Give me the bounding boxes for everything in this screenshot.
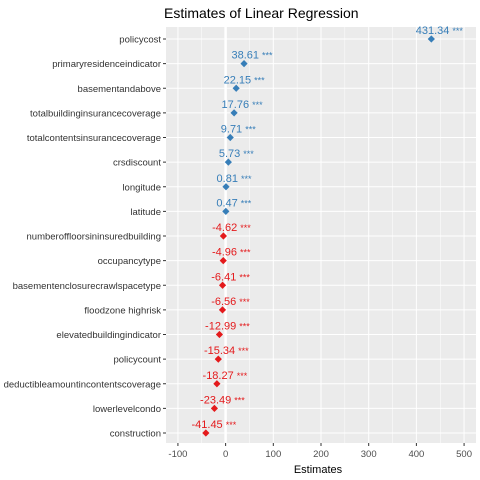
x-tick-label: 300 — [361, 449, 377, 460]
x-axis-title: Estimates — [294, 464, 343, 476]
estimate-point — [214, 355, 222, 363]
y-tick-label: primaryresidenceindicator — [52, 59, 161, 70]
chart-title: Estimates of Linear Regression — [164, 5, 359, 21]
y-tick-label: policycost — [119, 35, 161, 46]
estimate-value-label: -18.27 *** — [203, 370, 248, 382]
x-tick-label: 500 — [456, 449, 472, 460]
data-points — [202, 35, 435, 437]
estimate-point — [222, 183, 230, 191]
estimate-value-label: 0.47 *** — [216, 197, 251, 209]
y-axis-labels: policycost primaryresidenceindicator basem… — [4, 35, 162, 440]
y-tick-label: totalcontentsinsurancecoverage — [27, 133, 161, 144]
y-tick-label: latitude — [130, 207, 161, 218]
estimate-point — [218, 306, 227, 314]
estimate-value-label: 22.15 *** — [224, 74, 266, 86]
estimate-value-label: 17.76 *** — [222, 99, 264, 111]
estimate-point — [427, 35, 435, 43]
y-tick-label: policycount — [113, 355, 161, 366]
x-tick-label: 400 — [408, 449, 424, 460]
estimate-value-label: -12.99 *** — [205, 321, 250, 333]
estimate-point — [230, 109, 238, 117]
x-tick-label: 100 — [265, 449, 281, 460]
estimate-value-label: -4.96 *** — [212, 247, 251, 259]
estimate-point — [240, 60, 248, 68]
estimate-value-label: -6.41 *** — [211, 271, 250, 283]
y-tick-label: crsdiscount — [113, 158, 161, 169]
estimate-point — [218, 281, 227, 289]
x-tick-label: -100 — [168, 449, 187, 460]
estimate-value-label: -15.34 *** — [204, 345, 249, 357]
estimate-point — [219, 257, 227, 265]
y-tick-label: lowerlevelcondo — [93, 404, 161, 415]
estimate-point — [202, 429, 210, 437]
y-tick-label: deductibleamountincontentscoverage — [4, 379, 161, 390]
estimate-point — [219, 232, 228, 240]
estimate-value-label: 0.81 *** — [217, 173, 252, 185]
estimate-value-label: 9.71 *** — [221, 124, 256, 136]
value-labels: 431.34 *** 38.61 *** 22.15 *** 17.76 *** 9.71 ***… — [191, 25, 463, 431]
estimate-point — [213, 380, 221, 388]
x-tick-label: 200 — [313, 449, 329, 460]
y-tick-label: basementenclosurecrawlspacetype — [13, 281, 161, 292]
x-axis-ticks: -100 0 100 200 300 400 500 — [168, 443, 472, 460]
estimate-point — [226, 133, 234, 142]
y-tick-label: elevatedbuildingindicator — [56, 330, 161, 341]
y-tick-label: numberoffloorsininsuredbuilding — [27, 232, 162, 243]
estimate-value-label: 431.34 *** — [416, 25, 464, 37]
estimate-value-label: -23.49 *** — [200, 394, 245, 406]
estimate-point — [224, 158, 232, 166]
y-tick-label: floodzone highrisk — [84, 305, 161, 316]
y-tick-label: basementandabove — [78, 84, 161, 95]
y-tick-label: totalbuildinginsurancecoverage — [30, 108, 161, 119]
y-axis-ticks — [163, 38, 166, 434]
estimate-value-label: -41.45 *** — [191, 419, 236, 431]
y-tick-label: longitude — [122, 182, 161, 193]
y-tick-label: occupancytype — [98, 256, 161, 267]
estimate-value-label: 5.73 *** — [219, 148, 254, 160]
x-tick-label: 0 — [223, 449, 228, 460]
estimate-value-label: -4.62 *** — [212, 222, 251, 234]
y-tick-label: construction — [110, 429, 161, 440]
estimate-point — [232, 84, 240, 92]
estimate-value-label: -6.56 *** — [211, 296, 250, 308]
estimate-point — [210, 404, 219, 412]
estimate-point — [215, 330, 224, 339]
estimate-point — [222, 207, 230, 215]
estimate-value-label: 38.61 *** — [232, 50, 274, 62]
